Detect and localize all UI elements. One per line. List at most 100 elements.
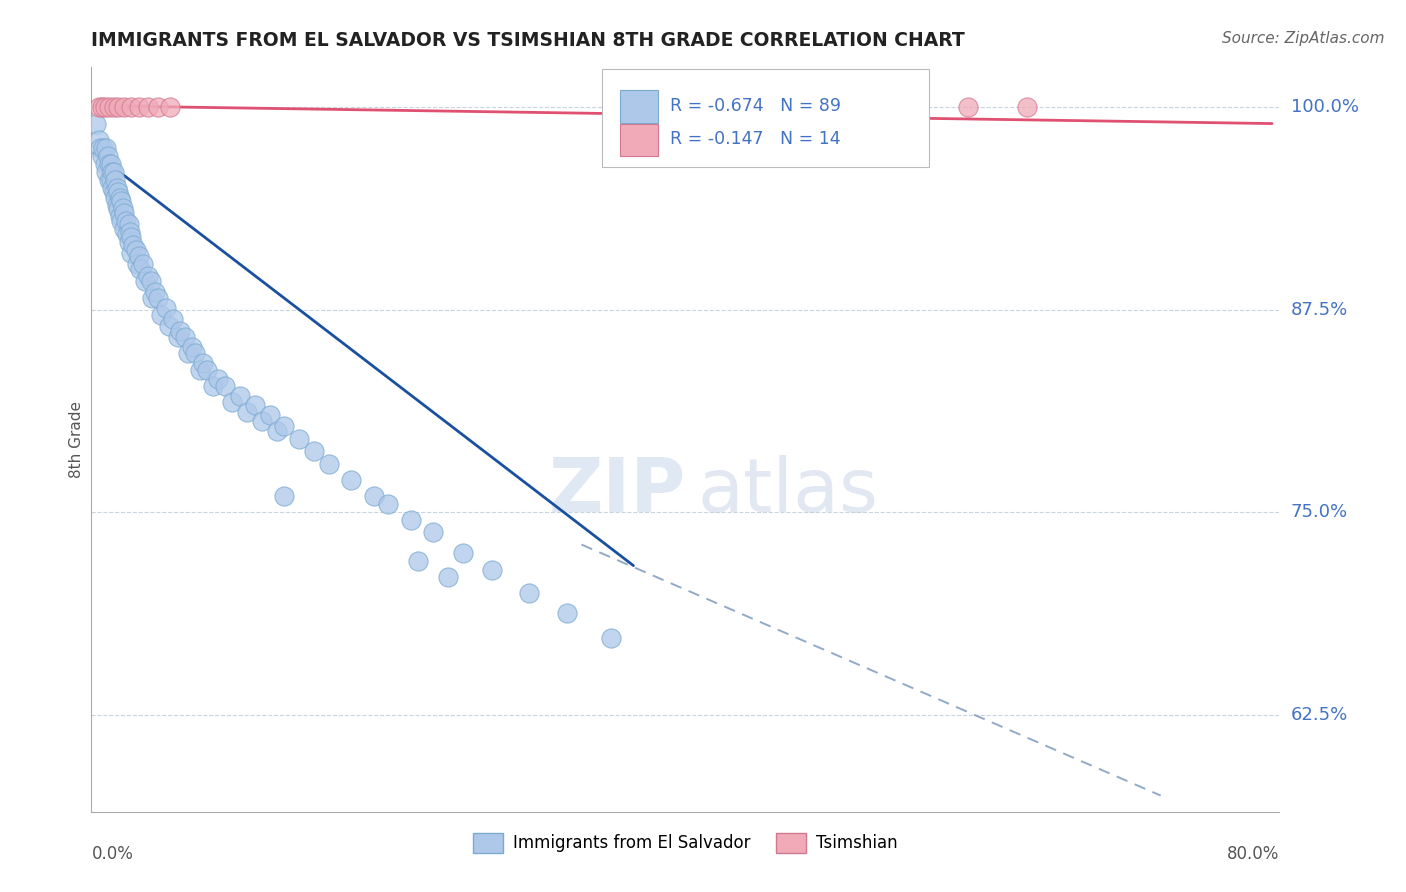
- Point: [148, 100, 170, 114]
- Point: [118, 225, 141, 239]
- Point: [89, 141, 111, 155]
- FancyBboxPatch shape: [620, 90, 658, 123]
- Point: [112, 222, 135, 236]
- Point: [157, 318, 180, 333]
- Point: [84, 117, 107, 131]
- Point: [107, 100, 129, 114]
- Point: [481, 564, 503, 578]
- Point: [221, 395, 243, 409]
- Point: [121, 100, 143, 114]
- Point: [98, 173, 121, 187]
- Point: [236, 405, 259, 419]
- Point: [103, 165, 125, 179]
- Point: [90, 149, 112, 163]
- FancyBboxPatch shape: [620, 123, 658, 156]
- Point: [184, 346, 207, 360]
- Point: [250, 415, 273, 429]
- Point: [139, 274, 162, 288]
- Point: [273, 489, 295, 503]
- Point: [288, 432, 311, 446]
- Point: [105, 197, 128, 211]
- Point: [104, 173, 127, 187]
- Point: [132, 257, 155, 271]
- Point: [125, 243, 148, 257]
- Point: [202, 379, 225, 393]
- Point: [519, 586, 541, 600]
- Point: [340, 473, 363, 487]
- Text: 100.0%: 100.0%: [1291, 98, 1358, 116]
- Point: [127, 257, 149, 271]
- Point: [155, 301, 177, 315]
- Point: [101, 165, 124, 179]
- Point: [174, 330, 197, 344]
- Point: [136, 268, 159, 283]
- Point: [188, 362, 211, 376]
- Text: Source: ZipAtlas.com: Source: ZipAtlas.com: [1222, 31, 1385, 46]
- Point: [87, 133, 110, 147]
- Point: [104, 191, 127, 205]
- Point: [600, 632, 623, 646]
- Point: [91, 141, 114, 155]
- Point: [101, 181, 124, 195]
- Legend: Immigrants from El Salvador, Tsimshian: Immigrants from El Salvador, Tsimshian: [467, 827, 904, 859]
- Point: [121, 230, 143, 244]
- Point: [90, 100, 112, 114]
- Point: [436, 570, 458, 584]
- Point: [162, 312, 184, 326]
- Point: [129, 262, 152, 277]
- Point: [143, 285, 166, 299]
- Point: [1015, 100, 1038, 114]
- Point: [195, 362, 218, 376]
- Point: [377, 497, 399, 511]
- Text: IMMIGRANTS FROM EL SALVADOR VS TSIMSHIAN 8TH GRADE CORRELATION CHART: IMMIGRANTS FROM EL SALVADOR VS TSIMSHIAN…: [91, 31, 965, 50]
- Point: [117, 217, 139, 231]
- Point: [105, 181, 128, 195]
- Point: [112, 100, 135, 114]
- Point: [121, 246, 143, 260]
- FancyBboxPatch shape: [602, 70, 929, 168]
- Point: [108, 209, 131, 223]
- Point: [266, 424, 288, 438]
- Point: [103, 185, 125, 199]
- Point: [169, 324, 191, 338]
- Point: [229, 388, 252, 402]
- Point: [114, 213, 136, 227]
- Text: 62.5%: 62.5%: [1291, 706, 1348, 723]
- Point: [128, 249, 150, 263]
- Text: ZIP: ZIP: [548, 455, 685, 528]
- Point: [134, 274, 156, 288]
- Point: [555, 606, 578, 620]
- Point: [96, 165, 118, 179]
- Text: 0.0%: 0.0%: [91, 846, 134, 863]
- Point: [406, 554, 429, 568]
- Point: [363, 489, 385, 503]
- Point: [107, 202, 129, 217]
- Y-axis label: 8th Grade: 8th Grade: [69, 401, 84, 478]
- Point: [207, 372, 229, 386]
- Text: 87.5%: 87.5%: [1291, 301, 1348, 318]
- Point: [128, 100, 150, 114]
- Point: [117, 235, 139, 249]
- Point: [98, 100, 121, 114]
- Point: [150, 308, 173, 322]
- Point: [181, 340, 204, 354]
- Text: 80.0%: 80.0%: [1227, 846, 1279, 863]
- Point: [399, 513, 422, 527]
- Point: [259, 408, 281, 422]
- Point: [451, 546, 474, 560]
- Point: [98, 157, 121, 171]
- Point: [148, 292, 170, 306]
- Point: [94, 100, 117, 114]
- Point: [100, 173, 122, 187]
- Point: [422, 524, 444, 539]
- Point: [214, 379, 236, 393]
- Point: [103, 100, 125, 114]
- Point: [110, 213, 132, 227]
- Text: R = -0.147   N = 14: R = -0.147 N = 14: [671, 130, 841, 148]
- Text: atlas: atlas: [697, 455, 879, 528]
- Point: [112, 205, 135, 219]
- Point: [108, 191, 131, 205]
- Point: [273, 419, 295, 434]
- Point: [115, 227, 138, 241]
- Point: [177, 346, 200, 360]
